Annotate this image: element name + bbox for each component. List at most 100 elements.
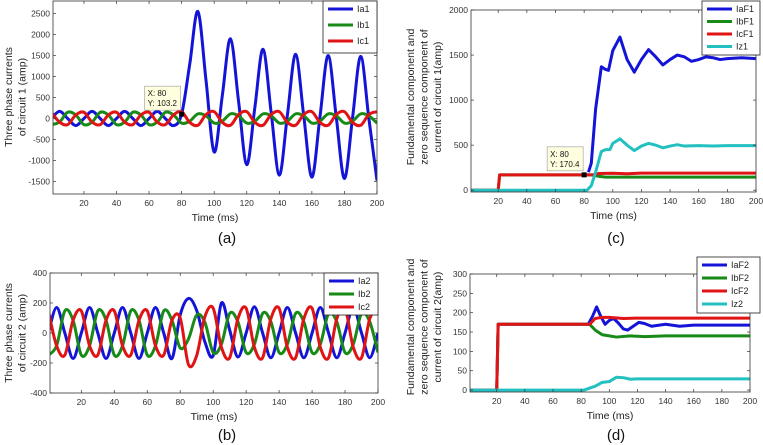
y-tick-label: 1500 — [31, 51, 50, 61]
series-line-IcF1 — [471, 171, 756, 192]
y-axis-label: zero sequence component of — [419, 259, 431, 395]
x-tick-label: 140 — [663, 196, 677, 206]
y-tick-label: 200 — [453, 308, 467, 318]
x-tick-label: 40 — [522, 196, 532, 206]
x-tick-label: 100 — [606, 196, 620, 206]
x-tick-label: 100 — [602, 396, 616, 406]
legend-label: Ia1 — [357, 4, 370, 14]
legend-label: Ia2 — [358, 276, 371, 286]
axes-box — [470, 9, 757, 193]
x-tick-label: 100 — [206, 397, 220, 407]
x-tick-label: 20 — [493, 196, 503, 206]
series-line-IaF1 — [587, 35, 756, 173]
panel-caption: (d) — [607, 427, 625, 444]
y-tick-label: 100 — [453, 346, 467, 356]
series-line-IaF2 — [470, 305, 750, 392]
legend-label: Ib1 — [357, 20, 370, 30]
x-tick-label: 140 — [658, 396, 672, 406]
data-tip-y: Y: 170.4 — [550, 160, 580, 169]
y-tick-label: 0 — [463, 185, 468, 195]
data-tip-y: Y: 103.2 — [148, 99, 178, 108]
y-tick-label: 400 — [33, 268, 47, 278]
data-tip-box — [546, 146, 584, 172]
x-tick-label: 60 — [548, 396, 558, 406]
y-tick-label: -400 — [30, 388, 47, 398]
y-axis-label: Fundamental component and — [405, 259, 417, 396]
y-tick-label: 2500 — [31, 9, 50, 19]
data-tip: X: 80Y: 170.4 — [546, 146, 587, 178]
legend-label: Ic2 — [358, 302, 370, 312]
series-line-Ia2 — [50, 296, 378, 361]
y-tick-label: 1000 — [449, 95, 468, 105]
series-line-Ia1 — [53, 9, 377, 181]
x-tick-label: 60 — [144, 198, 154, 208]
series-line-Ic1 — [53, 109, 377, 128]
y-tick-label: -1000 — [28, 155, 50, 165]
x-tick-label: 60 — [551, 196, 561, 206]
panel-a: 20 40 60 80 100 120 140 160 180 200 -1500 -1000 -500… — [3, 0, 384, 247]
legend: IaF2 IbF2 IcF2 Iz2 — [696, 256, 761, 314]
x-tick-label: 120 — [240, 198, 254, 208]
y-tick-label: -500 — [33, 134, 50, 144]
x-tick-label: 80 — [177, 198, 187, 208]
x-tick-label: 80 — [175, 397, 185, 407]
x-tick-label: 40 — [112, 198, 122, 208]
x-tick-label: 60 — [143, 397, 153, 407]
axes-box — [469, 273, 751, 393]
x-tick-label: 20 — [492, 396, 502, 406]
series-line-Ib2 — [50, 308, 378, 358]
x-tick-label: 120 — [634, 196, 648, 206]
y-tick-label: 150 — [453, 327, 467, 337]
legend-label: Ib2 — [358, 289, 371, 299]
series-line-Iz2 — [470, 375, 750, 392]
y-tick-label: 300 — [453, 269, 467, 279]
x-tick-label: 180 — [338, 397, 352, 407]
series-line-IcF2 — [470, 315, 750, 392]
x-axis-label: Time (ms) — [191, 411, 238, 423]
x-tick-label: 20 — [79, 198, 89, 208]
series-group — [53, 9, 377, 181]
y-tick-label: 500 — [36, 93, 50, 103]
y-tick-label: 2000 — [31, 30, 50, 40]
legend-label: IbF2 — [731, 273, 749, 283]
legend-label: IbF1 — [736, 17, 754, 27]
legend-label: IcF1 — [736, 29, 754, 39]
y-tick-label: 0 — [462, 385, 467, 395]
x-tick-label: 200 — [749, 196, 763, 206]
y-axis-label: zero sequence component of — [419, 29, 431, 165]
data-tip-marker — [581, 172, 587, 178]
panel-b: 20 40 60 80 100 120 140 160 180 200 -400 -200 0 200 40… — [3, 268, 385, 444]
x-tick-label: 160 — [692, 196, 706, 206]
x-tick-label: 80 — [579, 196, 589, 206]
x-tick-label: 140 — [272, 198, 286, 208]
x-tick-label: 40 — [520, 396, 530, 406]
x-tick-label: 20 — [77, 397, 87, 407]
legend-label: Iz2 — [731, 299, 743, 309]
x-axis-label: Time (ms) — [590, 210, 637, 222]
x-tick-label: 180 — [715, 396, 729, 406]
x-tick-label: 40 — [110, 397, 120, 407]
x-tick-label: 160 — [305, 397, 319, 407]
x-axis-label: Time (ms) — [587, 410, 634, 422]
x-tick-label: 160 — [305, 198, 319, 208]
x-tick-label: 180 — [720, 196, 734, 206]
data-tip-box — [144, 85, 181, 111]
legend: Ia1 Ib1 Ic1 — [322, 0, 378, 54]
legend-label: IcF2 — [731, 286, 749, 296]
data-tip: X: 80Y: 103.2 — [144, 85, 185, 117]
panel-caption: (b) — [218, 427, 236, 444]
series-line-Ic2 — [50, 304, 378, 369]
x-tick-label: 140 — [272, 397, 286, 407]
series-line-Iz1 — [471, 137, 756, 192]
data-tip-x: X: 80 — [148, 89, 167, 98]
legend-label: Ic1 — [357, 36, 369, 46]
x-tick-label: 120 — [630, 396, 644, 406]
x-tick-label: 200 — [371, 397, 385, 407]
series-group — [470, 305, 750, 392]
data-tip-x: X: 80 — [550, 150, 569, 159]
y-tick-label: 200 — [33, 298, 47, 308]
x-axis-label: Time (ms) — [192, 212, 239, 224]
panel-d: 20 40 60 80 100 120 140 160 180 200 0 50 100 150 200 25… — [405, 256, 761, 444]
y-tick-label: 1000 — [31, 72, 50, 82]
y-axis-label: Three phase currents — [3, 47, 15, 147]
